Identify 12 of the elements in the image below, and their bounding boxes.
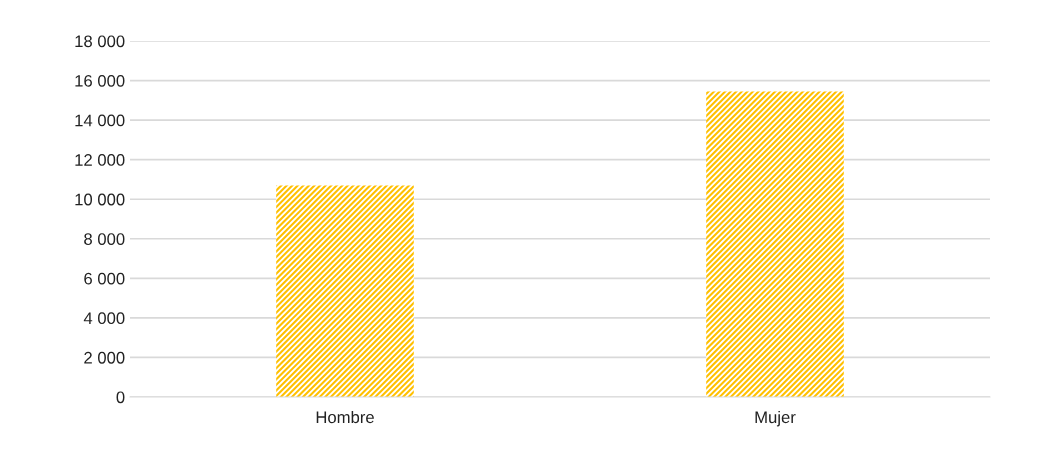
y-tick-label: 0 [116,391,125,404]
y-tick-label: 6 000 [84,272,125,285]
y-tick-label: 2 000 [84,351,125,364]
y-tick-label: 18 000 [75,35,125,48]
y-tick-label: 10 000 [75,193,125,206]
y-tick-label: 14 000 [75,114,125,127]
y-tick-label: 12 000 [75,154,125,166]
x-tick-label: Mujer [755,410,796,427]
y-tick-label: 8 000 [84,233,125,245]
y-tick-label: 4 000 [83,312,125,325]
y-tick-label: 16 000 [75,74,125,87]
x-tick-label: Hombre [316,410,374,424]
